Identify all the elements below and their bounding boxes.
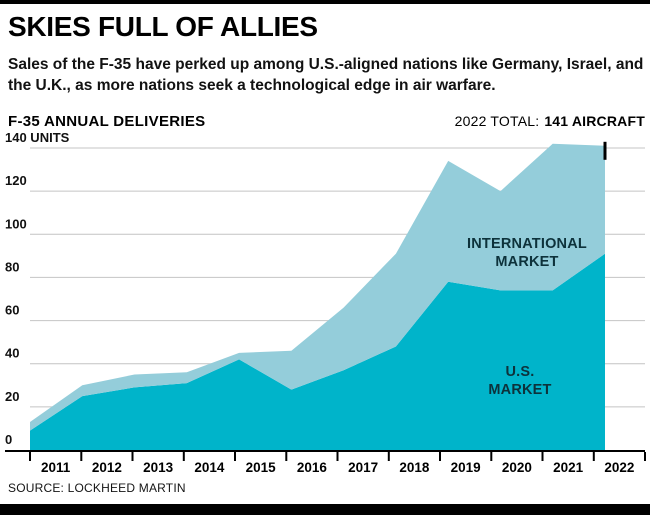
y-axis-label-120: 120	[5, 173, 27, 188]
source-note: SOURCE: LOCKHEED MARTIN	[8, 481, 186, 495]
y-axis-label-0: 0	[5, 432, 12, 447]
x-axis-label-2012: 2012	[92, 460, 122, 475]
y-axis-label-80: 80	[5, 259, 19, 274]
chart-header: F-35 ANNUAL DELIVERIES 2022 TOTAL: 141 AI…	[8, 113, 645, 130]
x-axis-label-2017: 2017	[348, 460, 378, 475]
x-axis-label-2022: 2022	[604, 460, 634, 475]
top-border	[0, 0, 650, 4]
total-annotation-value: 141 AIRCRAFT	[544, 113, 645, 129]
international-market-area	[30, 143, 605, 431]
x-axis-label-2016: 2016	[297, 460, 328, 475]
x-axis-label-2014: 2014	[194, 460, 225, 475]
y-axis-label-20: 20	[5, 389, 19, 404]
chart-title: F-35 ANNUAL DELIVERIES	[8, 113, 206, 130]
x-axis-label-2015: 2015	[246, 460, 277, 475]
x-axis-label-2011: 2011	[41, 460, 71, 475]
total-annotation: 2022 TOTAL: 141 AIRCRAFT	[455, 113, 645, 129]
bottom-border	[0, 504, 650, 515]
x-axis-label-2019: 2019	[451, 460, 481, 475]
page-title: SKIES FULL OF ALLIES	[8, 11, 318, 42]
x-axis-label-2013: 2013	[143, 460, 174, 475]
international-market-label: INTERNATIONAL	[467, 236, 587, 252]
total-annotation-prefix: 2022 TOTAL:	[454, 113, 540, 129]
u-s-market-area	[30, 253, 605, 450]
international-market-label: MARKET	[495, 254, 558, 270]
page-subtitle: Sales of the F-35 have perked up among U…	[8, 56, 644, 94]
y-axis-label-140: 140 UNITS	[5, 130, 70, 145]
x-axis-label-2020: 2020	[502, 460, 532, 475]
u-s-market-label: MARKET	[488, 382, 551, 398]
y-axis-label-100: 100	[5, 216, 27, 231]
y-axis-label-60: 60	[5, 303, 19, 318]
y-axis-label-40: 40	[5, 346, 19, 361]
x-axis-label-2018: 2018	[399, 460, 430, 475]
u-s-market-label: U.S.	[506, 364, 535, 380]
x-axis-label-2021: 2021	[553, 460, 584, 475]
